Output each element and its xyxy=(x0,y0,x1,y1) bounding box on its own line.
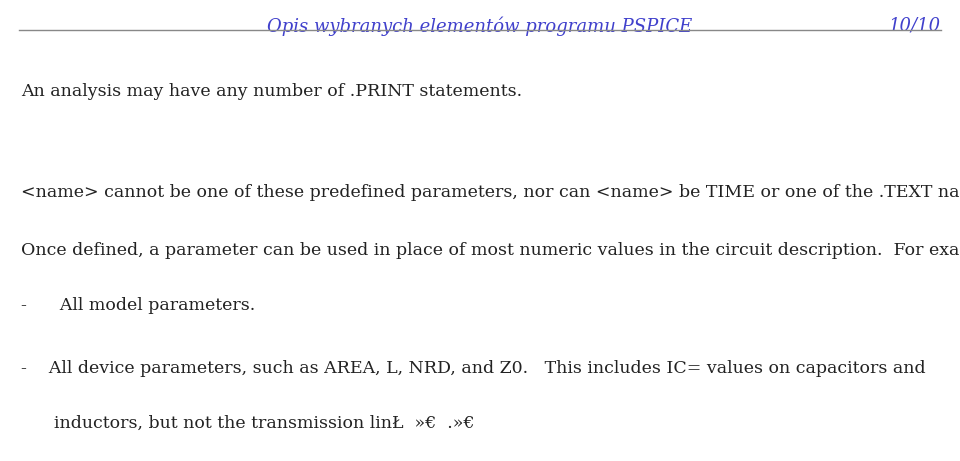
Text: -    All device parameters, such as AREA, L, NRD, and Z0.   This includes IC= va: - All device parameters, such as AREA, L… xyxy=(21,360,925,377)
Text: 10/10: 10/10 xyxy=(889,16,941,34)
Text: <name> cannot be one of these predefined parameters, nor can <name> be TIME or o: <name> cannot be one of these predefined… xyxy=(21,184,960,201)
Text: inductors, but not the transmission linŁ  »€  .»€: inductors, but not the transmission linŁ… xyxy=(21,415,474,432)
Text: Opis wybranych elementów programu PSPICE: Opis wybranych elementów programu PSPICE xyxy=(268,16,692,35)
Text: An analysis may have any number of .PRINT statements.: An analysis may have any number of .PRIN… xyxy=(21,83,522,100)
Text: -      All model parameters.: - All model parameters. xyxy=(21,297,255,314)
Text: Once defined, a parameter can be used in place of most numeric values in the cir: Once defined, a parameter can be used in… xyxy=(21,242,960,259)
